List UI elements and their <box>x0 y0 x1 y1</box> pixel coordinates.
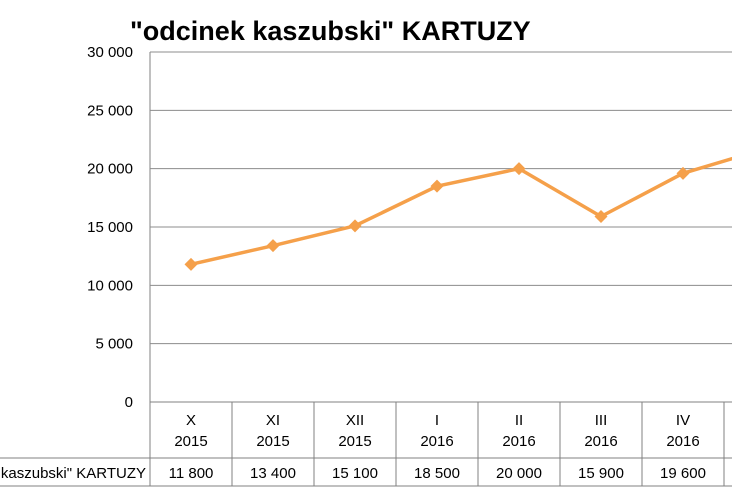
data-table-value: 15 900 <box>578 465 624 482</box>
series-line <box>190 156 732 267</box>
x-tick-label-month: IV <box>676 412 690 429</box>
x-tick-label-month: I <box>435 412 439 429</box>
data-point <box>266 239 280 253</box>
x-tick-label-year: 2016 <box>502 433 535 450</box>
data-point <box>512 162 526 176</box>
x-tick-label-year: 2015 <box>338 433 371 450</box>
x-tick-label-year: 2016 <box>666 433 699 450</box>
data-point <box>430 179 444 193</box>
x-tick-label-month: II <box>515 412 523 429</box>
x-tick-label-year: 2016 <box>584 433 617 450</box>
x-tick-label-year: 2015 <box>174 433 207 450</box>
data-table-value: 11 800 <box>169 465 214 482</box>
data-table-value: 13 400 <box>250 465 296 482</box>
x-tick-label-year: 2015 <box>256 433 289 450</box>
data-point <box>348 219 362 233</box>
y-tick-label: 10 000 <box>87 277 133 294</box>
y-tick-label: 0 <box>125 394 133 411</box>
data-table-value: 15 100 <box>332 465 378 482</box>
x-tick-label-year: 2016 <box>420 433 453 450</box>
x-tick-label-month: III <box>595 412 608 429</box>
y-tick-label: 20 000 <box>87 161 133 178</box>
y-tick-label: 30 000 <box>87 44 133 61</box>
x-tick-label-month: XII <box>346 412 364 429</box>
y-tick-label: 5 000 <box>95 336 133 353</box>
data-table-value: 19 600 <box>660 465 706 482</box>
data-point <box>594 210 608 223</box>
data-table-value: 20 000 <box>496 465 542 482</box>
data-table-value: 18 500 <box>414 465 460 482</box>
x-tick-label-month: XI <box>266 412 280 429</box>
data-point <box>184 257 198 271</box>
x-tick-label-month: X <box>186 412 196 429</box>
y-tick-label: 25 000 <box>87 102 133 119</box>
series-label: kaszubski" KARTUZY <box>1 465 146 482</box>
data-point <box>676 166 690 180</box>
chart-title: "odcinek kaszubski" KARTUZY <box>130 16 531 46</box>
y-tick-label: 15 000 <box>87 219 133 236</box>
